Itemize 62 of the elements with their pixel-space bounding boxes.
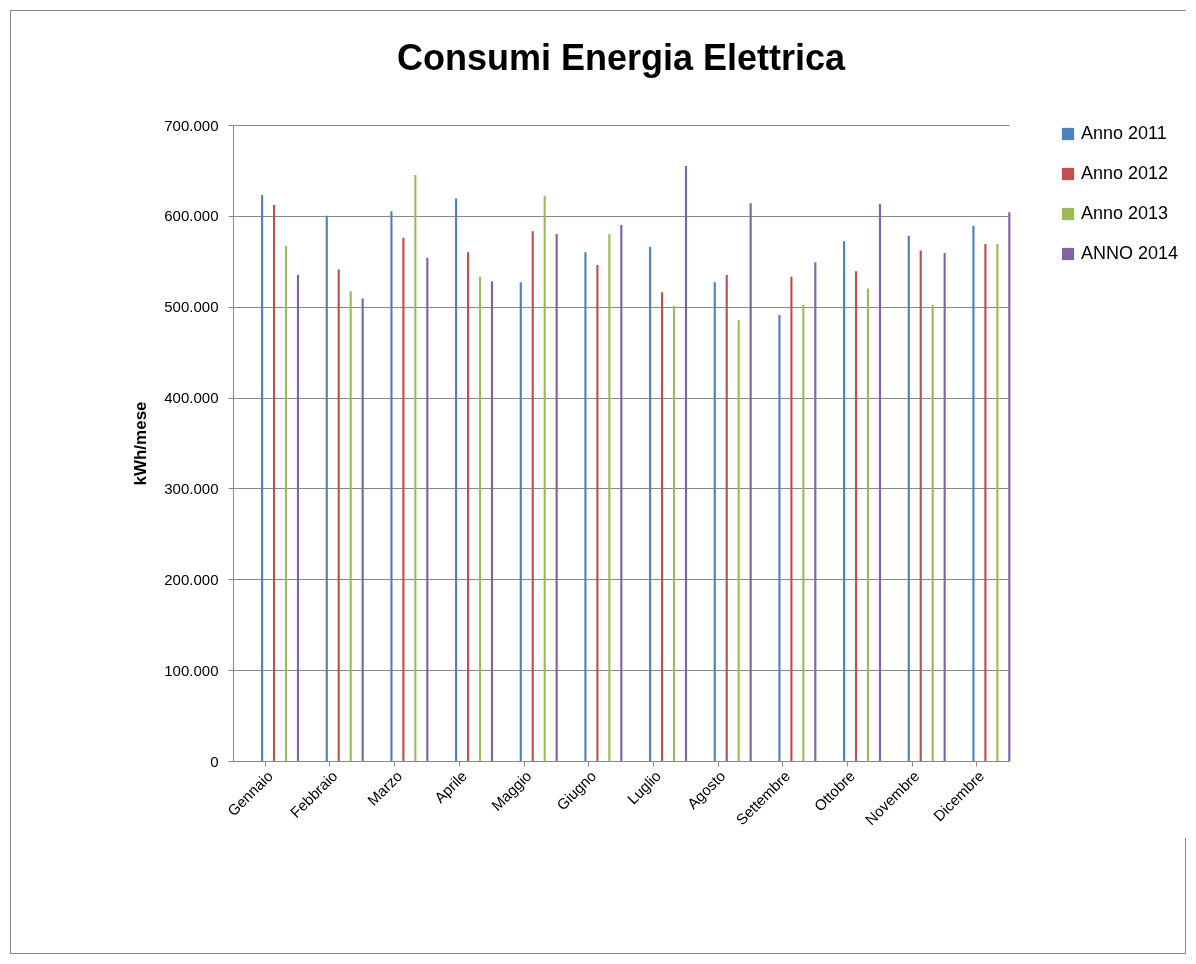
bar bbox=[337, 269, 340, 761]
legend-label: Anno 2011 bbox=[1081, 123, 1167, 143]
y-tick-label: 400.000 bbox=[164, 389, 219, 407]
bar bbox=[802, 304, 805, 761]
y-tick-label: 700.000 bbox=[164, 116, 219, 134]
y-tick-label: 500.000 bbox=[164, 298, 219, 316]
bar bbox=[596, 264, 599, 761]
bar bbox=[790, 276, 793, 761]
bar bbox=[284, 245, 288, 761]
bar bbox=[778, 314, 781, 761]
y-tick-label: 200.000 bbox=[164, 570, 219, 588]
bar bbox=[325, 215, 328, 761]
bar bbox=[414, 174, 417, 761]
bar bbox=[660, 292, 664, 761]
bar bbox=[854, 271, 858, 761]
bar bbox=[931, 304, 934, 761]
bar bbox=[649, 246, 652, 761]
bar bbox=[584, 252, 587, 761]
bar bbox=[672, 305, 676, 761]
legend-label: Anno 2013 bbox=[1081, 203, 1169, 223]
bar bbox=[466, 252, 470, 761]
legend-label: ANNO 2014 bbox=[1081, 243, 1179, 263]
bar bbox=[390, 211, 393, 761]
bar bbox=[426, 257, 429, 761]
bar bbox=[402, 237, 405, 761]
bar bbox=[361, 298, 364, 761]
bar bbox=[620, 224, 623, 761]
y-tick-label: 600.000 bbox=[164, 207, 219, 225]
y-tick-label: 300.000 bbox=[164, 479, 219, 497]
bar bbox=[349, 291, 352, 761]
bar bbox=[455, 198, 458, 761]
chart-title: Consumi Energia Elettrica bbox=[396, 37, 847, 78]
bar bbox=[272, 204, 276, 761]
y-tick-label: 100.000 bbox=[164, 661, 219, 679]
bar bbox=[531, 231, 534, 761]
bar bbox=[608, 234, 611, 761]
bar bbox=[543, 195, 546, 761]
bar bbox=[555, 234, 558, 761]
bar bbox=[519, 282, 522, 761]
bar bbox=[843, 241, 846, 761]
bar bbox=[972, 225, 975, 761]
bar bbox=[943, 253, 946, 761]
bar bbox=[296, 274, 300, 761]
y-tick-label: 0 bbox=[210, 752, 219, 770]
bar bbox=[1008, 212, 1011, 761]
bar bbox=[866, 288, 870, 761]
bar bbox=[984, 244, 987, 761]
bar bbox=[749, 203, 752, 761]
bar bbox=[996, 244, 999, 761]
bar bbox=[907, 235, 910, 761]
bar bbox=[725, 274, 728, 761]
bar bbox=[478, 276, 482, 761]
bar bbox=[737, 320, 740, 761]
bar bbox=[814, 262, 817, 761]
bar bbox=[261, 194, 264, 761]
bar bbox=[490, 281, 494, 761]
bar bbox=[919, 250, 922, 761]
legend-label: Anno 2012 bbox=[1081, 163, 1169, 183]
bar bbox=[713, 282, 716, 761]
bar bbox=[684, 165, 688, 761]
bar bbox=[878, 204, 882, 761]
y-axis-title: kWh/mese bbox=[131, 401, 151, 486]
